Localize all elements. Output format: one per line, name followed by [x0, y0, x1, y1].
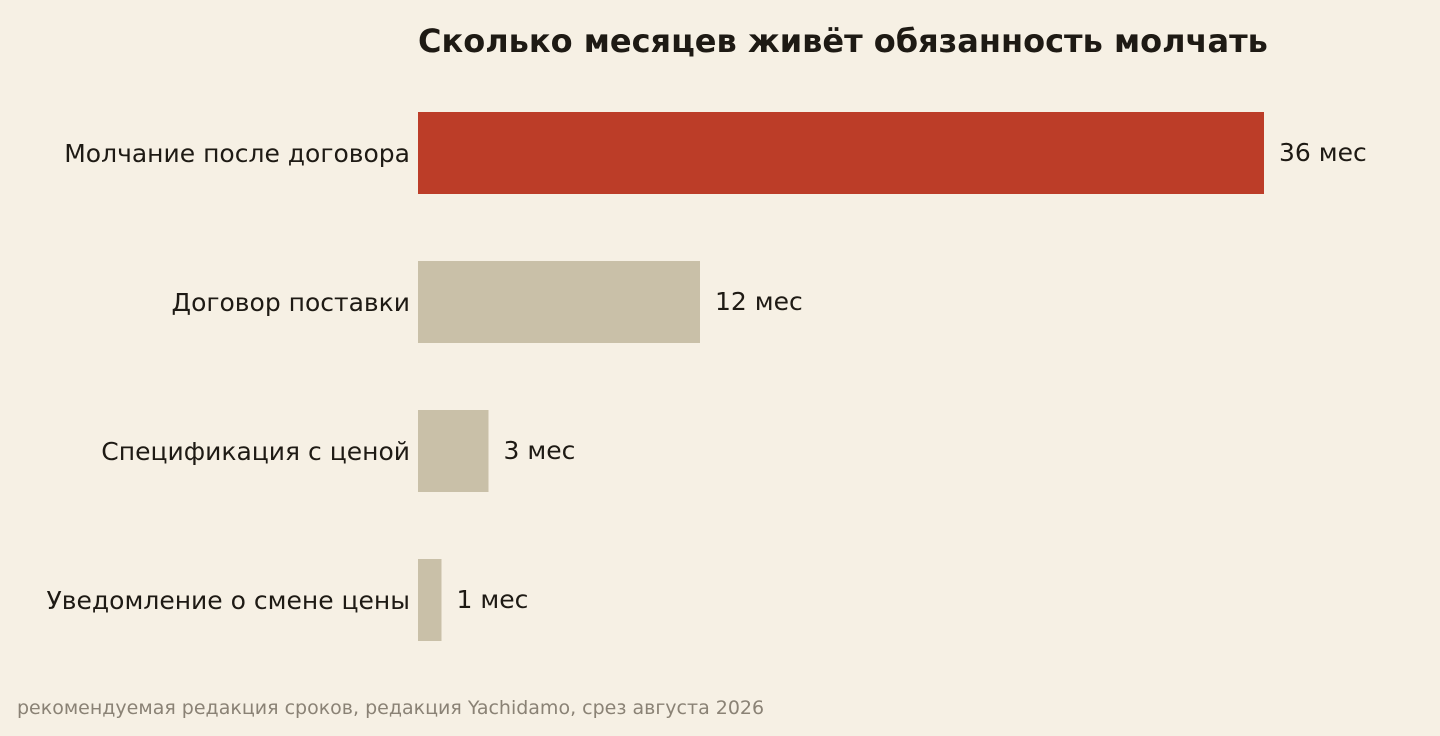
value-label-3: 3 мес	[504, 436, 576, 465]
category-label-4: Уведомление о смене цены	[47, 586, 410, 615]
category-label-1: Молчание после договора	[64, 139, 410, 168]
value-label-1: 36 мес	[1279, 138, 1367, 167]
bar-1	[418, 112, 1264, 194]
bar-3	[418, 410, 489, 492]
chart-title: Сколько месяцев живёт обязанность молчат…	[418, 22, 1268, 60]
value-label-4: 1 мес	[457, 585, 529, 614]
chart-footnote: рекомендуемая редакция сроков, редакция …	[17, 697, 764, 719]
value-label-2: 12 мес	[715, 287, 803, 316]
category-label-3: Спецификация с ценой	[101, 437, 410, 466]
bar-4	[418, 559, 442, 641]
category-label-2: Договор поставки	[172, 288, 410, 317]
bars-group: Молчание после договора 36 мес Договор пос…	[47, 112, 1367, 641]
bar-2	[418, 261, 700, 343]
